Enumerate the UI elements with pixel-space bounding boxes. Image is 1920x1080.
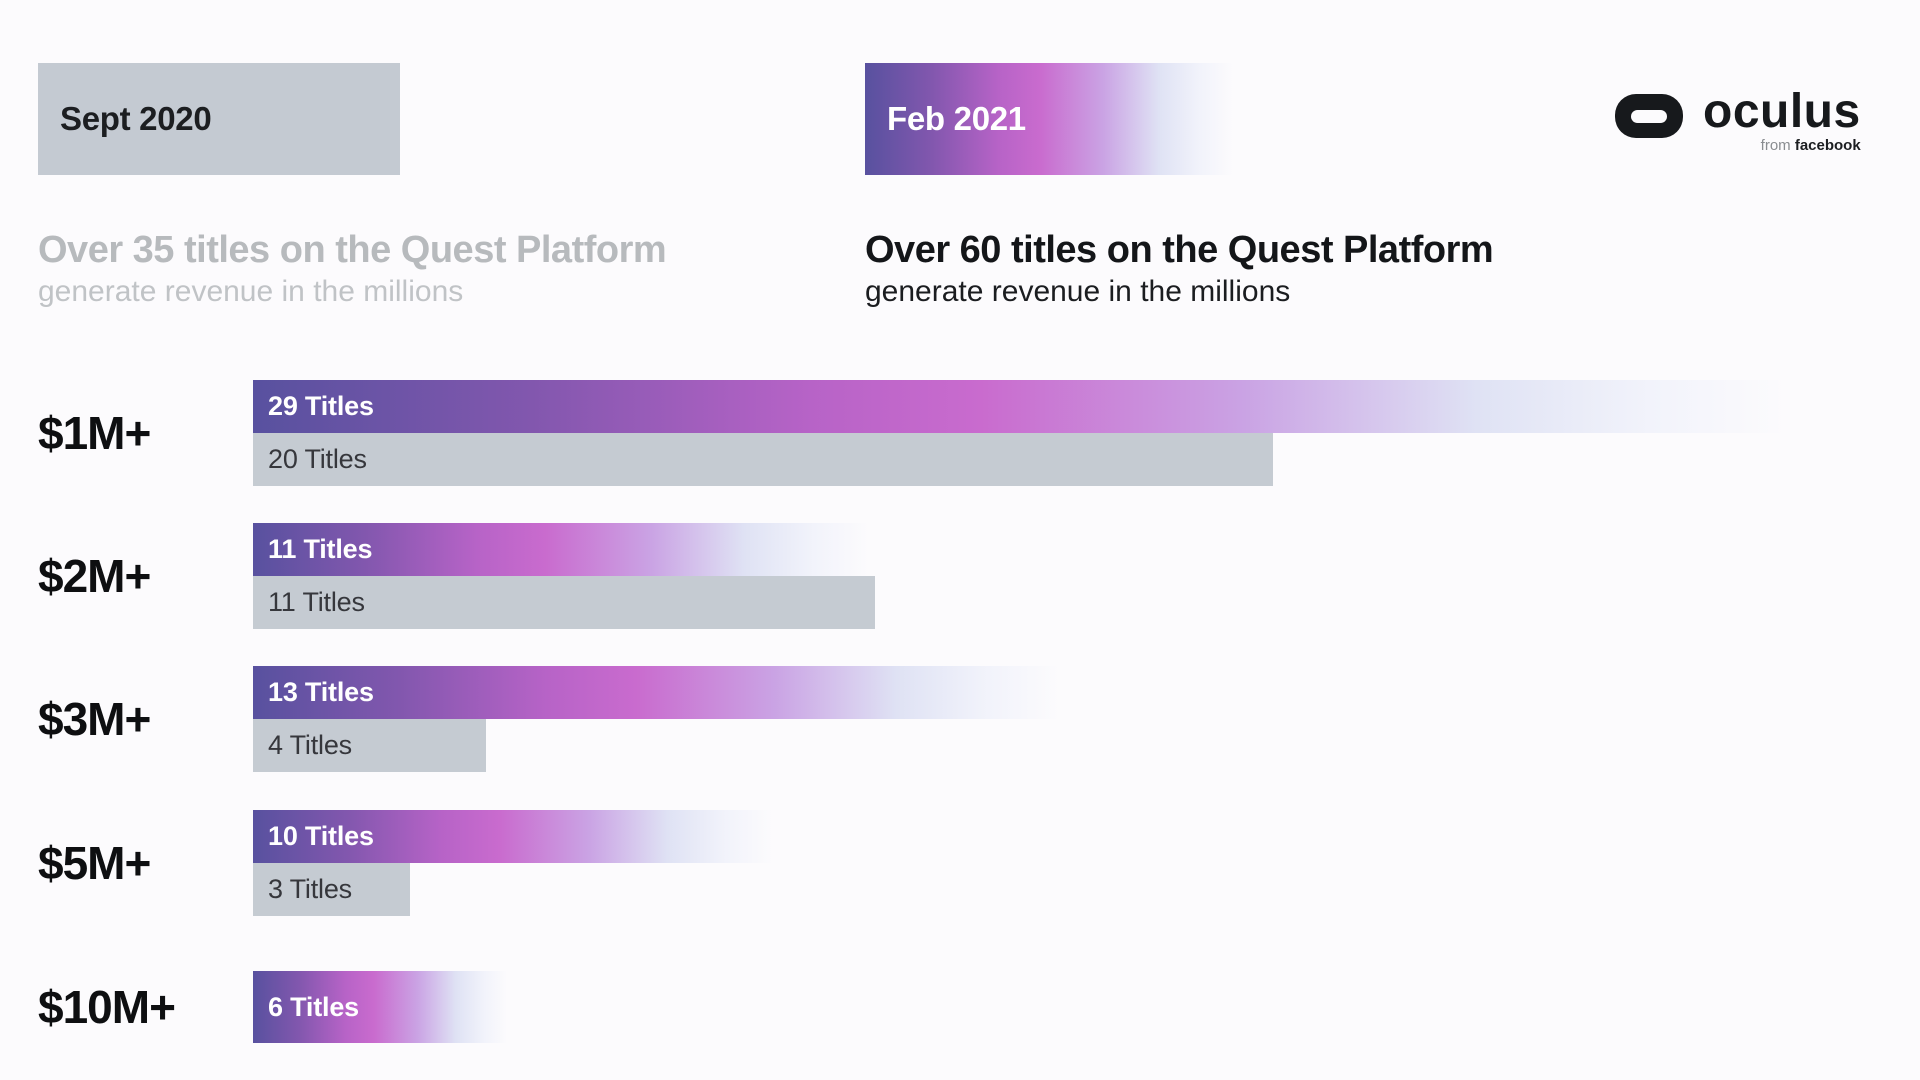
bar-value-feb-2021-3m: 13 Titles bbox=[268, 677, 374, 707]
oculus-logo: oculus from facebook bbox=[1615, 88, 1861, 154]
bar-value-feb-2021-10m: 6 Titles bbox=[268, 991, 359, 1022]
bar-sept-2020-5m: 3 Titles bbox=[253, 863, 410, 916]
legend-feb-2021-label: Feb 2021 bbox=[887, 100, 1026, 137]
oculus-tagline-from: from bbox=[1760, 137, 1791, 154]
oculus-wordmark: oculus bbox=[1703, 85, 1861, 138]
bar-feb-2021-10m: 6 Titles bbox=[253, 971, 510, 1043]
legend-sept-2020-label: Sept 2020 bbox=[60, 100, 212, 137]
legend-feb-2021-swatch: Feb 2021 bbox=[865, 63, 1237, 175]
oculus-icon-inner-pill bbox=[1631, 109, 1667, 123]
heading-sept-title: Over 35 titles on the Quest Platform bbox=[38, 229, 667, 271]
oculus-tagline: from facebook bbox=[1761, 137, 1861, 154]
category-label-1m: $1M+ bbox=[38, 407, 151, 459]
bar-feb-2021-5m: 10 Titles bbox=[253, 810, 778, 863]
bar-value-feb-2021-2m: 11 Titles bbox=[268, 534, 373, 564]
heading-feb-2021: Over 60 titles on the Quest Platform gen… bbox=[865, 228, 1685, 312]
bar-value-sept-2020-2m: 11 Titles bbox=[268, 587, 365, 617]
oculus-icon bbox=[1615, 94, 1683, 138]
category-label-10m: $10M+ bbox=[38, 981, 176, 1033]
category-label-3m: $3M+ bbox=[38, 693, 151, 745]
bar-feb-2021-1m: 29 Titles bbox=[253, 380, 1802, 433]
bar-feb-2021-2m: 11 Titles bbox=[253, 523, 875, 576]
category-label-2m: $2M+ bbox=[38, 550, 151, 602]
oculus-tagline-facebook: facebook bbox=[1794, 137, 1861, 154]
heading-feb-subtitle: generate revenue in the millions bbox=[865, 275, 1291, 308]
heading-feb-title: Over 60 titles on the Quest Platform bbox=[865, 229, 1494, 271]
category-label-5m: $5M+ bbox=[38, 837, 151, 889]
bar-value-sept-2020-3m: 4 Titles bbox=[268, 730, 352, 760]
bar-value-feb-2021-5m: 10 Titles bbox=[268, 821, 374, 851]
legend-sept-2020-swatch: Sept 2020 bbox=[38, 63, 400, 175]
oculus-wordmark-block: oculus from facebook bbox=[1703, 85, 1861, 155]
bar-sept-2020-3m: 4 Titles bbox=[253, 719, 486, 772]
bar-feb-2021-3m: 13 Titles bbox=[253, 666, 1068, 719]
bar-value-feb-2021-1m: 29 Titles bbox=[268, 391, 374, 421]
heading-sept-2020: Over 35 titles on the Quest Platform gen… bbox=[38, 228, 858, 312]
bar-sept-2020-2m: 11 Titles bbox=[253, 576, 875, 629]
bar-sept-2020-1m: 20 Titles bbox=[253, 433, 1273, 486]
heading-sept-subtitle: generate revenue in the millions bbox=[38, 275, 464, 308]
bar-value-sept-2020-1m: 20 Titles bbox=[268, 444, 367, 474]
bar-value-sept-2020-5m: 3 Titles bbox=[268, 874, 352, 904]
